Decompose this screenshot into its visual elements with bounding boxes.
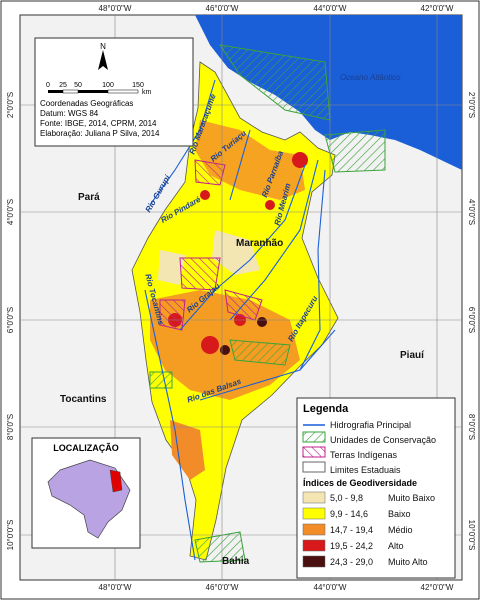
coord-label: 46°0'0"W xyxy=(206,583,239,592)
scale-label: 100 xyxy=(102,82,114,89)
info-line: Fonte: IBGE, 2014, CPRM, 2014 xyxy=(40,119,157,128)
coord-label: 44°0'0"W xyxy=(314,4,347,13)
state-label: Tocantins xyxy=(60,394,107,405)
coord-label: 42°0'0"W xyxy=(421,4,454,13)
legend-subtitle: Índices de Geodiversidade xyxy=(303,478,417,488)
conservation-unit xyxy=(194,531,246,563)
state-label: Bahia xyxy=(222,556,250,567)
coord-label: 4°0'0"S xyxy=(467,199,476,225)
coord-label: 4°0'0"S xyxy=(6,199,15,225)
north-arrow xyxy=(98,50,108,70)
scale-label: 0 xyxy=(46,82,50,89)
legend-classes: 5,0 - 9,8 Muito Baixo 9,9 - 14,6 Baixo 14,7 … xyxy=(302,491,435,568)
info-line: Datum: WGS 84 xyxy=(40,109,99,118)
legend-swatch xyxy=(302,523,326,536)
legend-range: 9,9 - 14,6 xyxy=(330,509,368,519)
indigenous-land xyxy=(159,299,186,331)
legend-range: 19,5 - 24,2 xyxy=(330,541,373,551)
coord-label: 8°0'0"S xyxy=(467,414,476,440)
coord-label: 42°0'0"W xyxy=(421,583,454,592)
coord-label: 48°0'0"W xyxy=(99,583,132,592)
conservation-unit xyxy=(149,371,173,389)
coord-label: 48°0'0"W xyxy=(99,4,132,13)
geodiversity-patches xyxy=(150,120,308,480)
legend-label: Terras Indígenas xyxy=(330,450,398,460)
legend-swatch xyxy=(302,507,326,520)
scale-bar xyxy=(48,89,139,94)
coord-label: 2°0'0"S xyxy=(467,92,476,118)
legend-swatch xyxy=(302,461,326,473)
coord-label: 46°0'0"W xyxy=(206,4,239,13)
brazil-shape xyxy=(47,459,131,539)
legend-label: Médio xyxy=(388,525,413,535)
rivers xyxy=(144,79,336,561)
legend-range: 14,7 - 19,4 xyxy=(330,525,373,535)
conservation-unit xyxy=(324,129,386,173)
legend-label: Muito Alto xyxy=(388,557,428,567)
legend-items: Hidrografia Principal Unidades de Conserv… xyxy=(330,420,436,475)
legend-swatch xyxy=(302,446,326,458)
north-label: N xyxy=(100,42,106,51)
state-label: Maranhão xyxy=(236,238,283,249)
legend-label: Muito Baixo xyxy=(388,493,435,503)
conservation-unit xyxy=(229,339,291,366)
legend-title: Legenda xyxy=(303,403,349,415)
state-label: Pará xyxy=(78,192,100,203)
info-line: Coordenadas Geográficas xyxy=(40,99,133,108)
scale-label: 150 xyxy=(132,82,144,89)
legend-range: 5,0 - 9,8 xyxy=(330,493,363,503)
scale-label: 25 xyxy=(59,82,67,89)
maranhao-highlight xyxy=(109,469,123,493)
ocean-label: Oceano Atlântico xyxy=(340,73,401,82)
scale-unit: km xyxy=(142,89,152,96)
conservation-unit xyxy=(218,44,331,121)
scale-label: 50 xyxy=(74,82,82,89)
coord-label: 10°0'0"S xyxy=(6,520,15,551)
legend-label: Limites Estaduais xyxy=(330,465,401,475)
legend-swatch xyxy=(302,539,326,552)
coord-label: 10°0'0"S xyxy=(467,520,476,551)
coord-label: 8°0'0"S xyxy=(6,414,15,440)
coord-label: 6°0'0"S xyxy=(6,307,15,333)
legend-label: Alto xyxy=(388,541,404,551)
state-label: Piauí xyxy=(400,350,425,361)
legend-swatch xyxy=(302,431,326,443)
legend-label: Baixo xyxy=(388,509,411,519)
scale-labels: 0 25 50 100 150 xyxy=(46,82,144,89)
legend-swatch xyxy=(302,555,326,568)
legend-swatch xyxy=(302,491,326,504)
legend-label: Hidrografia Principal xyxy=(330,420,411,430)
coord-label: 44°0'0"W xyxy=(314,583,347,592)
legend-label: Unidades de Conservação xyxy=(330,435,436,445)
inset-title: LOCALIZAÇÃO xyxy=(53,443,119,453)
indigenous-land xyxy=(194,159,226,186)
legend-range: 24,3 - 29,0 xyxy=(330,557,373,567)
coord-label: 2°0'0"S xyxy=(6,92,15,118)
coord-label: 6°0'0"S xyxy=(467,307,476,333)
info-line: Elaboração: Juliana P Silva, 2014 xyxy=(40,129,160,138)
